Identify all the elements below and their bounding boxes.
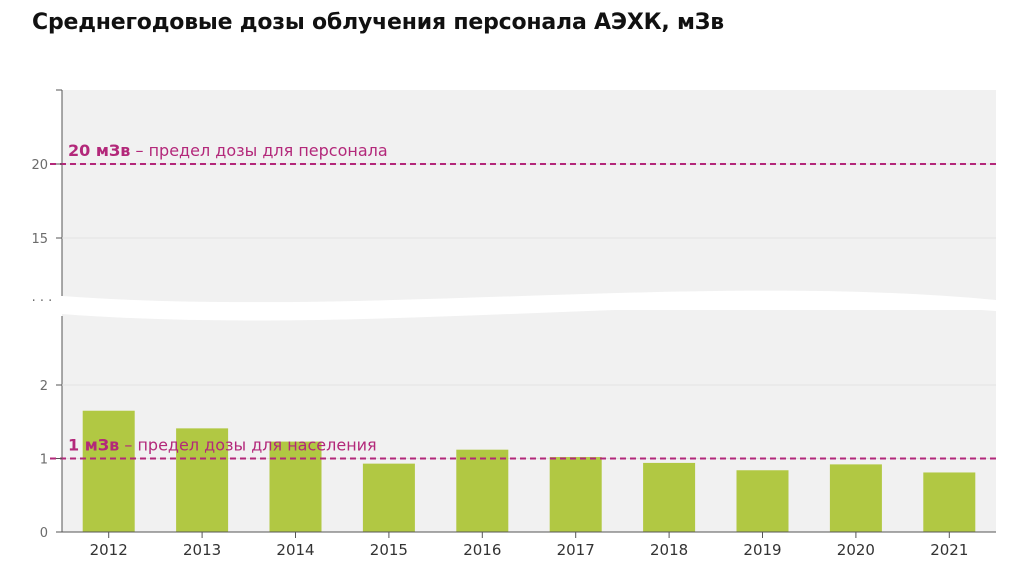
bar: [643, 462, 696, 532]
y-tick-label: 1: [40, 453, 48, 468]
bar: [456, 449, 509, 532]
x-tick-label: 2012: [90, 541, 128, 559]
reference-label-text: – предел дозы для населения: [119, 436, 376, 455]
reference-label-text: – предел дозы для персонала: [130, 141, 387, 160]
bar: [736, 470, 789, 532]
y-tick-label: 0: [40, 526, 48, 541]
y-tick-label: 2: [40, 379, 48, 394]
y-tick-label: 15: [31, 232, 48, 247]
x-tick-label: 2019: [743, 541, 781, 559]
bar: [176, 428, 229, 532]
bar: [362, 463, 415, 532]
bar: [549, 457, 602, 532]
axis-break-marker: · · ·: [32, 294, 53, 309]
y-tick-label: 20: [31, 158, 48, 173]
x-tick-label: 2016: [463, 541, 501, 559]
x-tick-label: 2018: [650, 541, 688, 559]
x-tick-label: 2021: [930, 541, 968, 559]
reference-label: 1 мЗв – предел дозы для населения: [68, 436, 377, 455]
bar: [923, 472, 976, 532]
x-tick-label: 2020: [837, 541, 875, 559]
plot-background-upper: [62, 90, 996, 305]
bar: [82, 410, 135, 532]
reference-label-value: 20 мЗв: [68, 141, 130, 160]
bar: [829, 464, 882, 532]
x-tick-label: 2017: [557, 541, 595, 559]
x-tick-label: 2015: [370, 541, 408, 559]
x-tick-label: 2013: [183, 541, 221, 559]
chart-title: Среднегодовые дозы облучения персонала А…: [32, 10, 724, 35]
reference-label: 20 мЗв – предел дозы для персонала: [68, 141, 388, 160]
reference-label-value: 1 мЗв: [68, 436, 119, 455]
x-tick-label: 2014: [276, 541, 314, 559]
axis-break: [62, 290, 996, 321]
bar: [269, 441, 322, 532]
